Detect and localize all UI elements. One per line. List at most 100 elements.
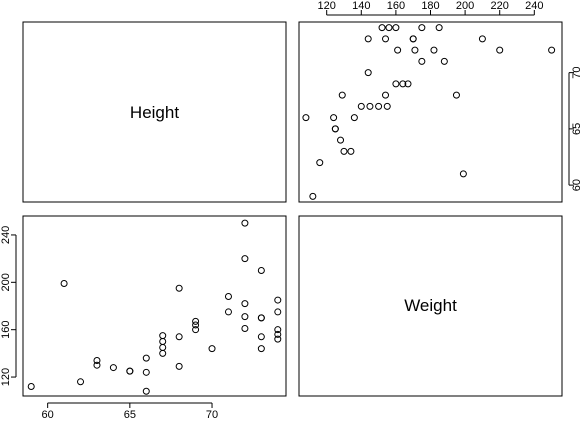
data-point xyxy=(274,335,282,343)
data-point xyxy=(274,308,282,316)
x-tick-label-bottom: 65 xyxy=(124,409,136,421)
data-point xyxy=(192,326,200,334)
data-point xyxy=(411,46,419,54)
data-point xyxy=(418,57,426,65)
y-tick-label-right: 70 xyxy=(571,67,583,79)
y-tick-label-left: 200 xyxy=(0,273,12,291)
y-tick-label-left: 120 xyxy=(0,368,12,386)
data-point xyxy=(77,378,85,386)
data-point xyxy=(418,24,426,32)
x-tick-label-bottom: 60 xyxy=(42,409,54,421)
data-point xyxy=(394,46,402,54)
data-point xyxy=(175,362,183,370)
data-point xyxy=(366,102,374,110)
data-point xyxy=(142,387,150,395)
data-point xyxy=(142,368,150,376)
data-point xyxy=(241,300,249,308)
data-point xyxy=(382,35,390,43)
data-point xyxy=(435,24,443,32)
data-point xyxy=(364,35,372,43)
data-point xyxy=(340,147,348,155)
panel-bottom-left xyxy=(22,215,287,397)
data-point xyxy=(375,102,383,110)
data-point xyxy=(257,345,265,353)
data-point xyxy=(383,102,391,110)
data-point xyxy=(224,293,232,301)
data-point xyxy=(347,147,355,155)
data-point xyxy=(109,364,117,372)
data-point xyxy=(93,361,101,369)
data-point xyxy=(274,326,282,334)
data-point xyxy=(392,80,400,88)
data-point xyxy=(496,46,504,54)
data-point xyxy=(159,332,167,340)
panel-top-right xyxy=(298,21,563,203)
data-point xyxy=(241,219,249,227)
points-height-vs-weight xyxy=(27,219,282,395)
data-point xyxy=(159,343,167,351)
data-point xyxy=(330,114,338,122)
data-point xyxy=(159,338,167,346)
data-point xyxy=(302,114,310,122)
data-point xyxy=(274,330,282,338)
data-point xyxy=(241,255,249,263)
data-point xyxy=(27,383,35,391)
data-point xyxy=(404,80,412,88)
data-point xyxy=(409,35,417,43)
data-point xyxy=(241,313,249,321)
x-tick-label-top: 140 xyxy=(352,0,370,12)
x-tick-label-bottom: 70 xyxy=(206,409,218,421)
data-point xyxy=(224,308,232,316)
data-point xyxy=(208,345,216,353)
data-point xyxy=(93,356,101,364)
x-tick-label-top: 180 xyxy=(421,0,439,12)
data-point xyxy=(350,114,358,122)
panel-top-left xyxy=(22,21,287,203)
data-point xyxy=(316,159,324,167)
y-tick-label-right: 60 xyxy=(571,179,583,191)
diagonal-label-weight: Weight xyxy=(404,296,457,315)
data-point xyxy=(378,24,386,32)
x-tick-label-top: 160 xyxy=(387,0,405,12)
data-point xyxy=(257,266,265,274)
data-point xyxy=(364,69,372,77)
y-tick-label-left: 240 xyxy=(0,226,12,244)
data-point xyxy=(357,102,365,110)
x-tick-label-top: 240 xyxy=(525,0,543,12)
data-point xyxy=(452,91,460,99)
data-point xyxy=(192,321,200,329)
points-weight-vs-height xyxy=(302,24,556,200)
data-point xyxy=(430,46,438,54)
y-tick-label-right: 65 xyxy=(571,123,583,135)
data-point xyxy=(274,296,282,304)
y-tick-label-left: 160 xyxy=(0,321,12,339)
data-point xyxy=(192,317,200,325)
data-point xyxy=(241,325,249,332)
panel-bottom-right xyxy=(298,215,563,397)
x-tick-label-top: 120 xyxy=(318,0,336,12)
data-point xyxy=(399,80,407,88)
data-point xyxy=(142,354,150,362)
data-point xyxy=(309,192,317,200)
data-point xyxy=(257,333,265,341)
data-point xyxy=(126,367,134,375)
data-point xyxy=(331,125,339,133)
data-point xyxy=(548,46,556,54)
data-point xyxy=(60,280,68,287)
x-tick-label-top: 200 xyxy=(456,0,474,12)
data-point xyxy=(337,136,345,144)
data-point xyxy=(338,91,346,99)
data-point xyxy=(159,349,167,357)
data-point xyxy=(175,333,183,341)
data-point xyxy=(478,35,486,43)
data-point xyxy=(392,24,400,32)
data-point xyxy=(382,91,390,99)
data-point xyxy=(385,24,393,32)
data-point xyxy=(440,57,448,65)
diagonal-label-height: Height xyxy=(130,103,179,122)
data-point xyxy=(459,170,467,178)
x-tick-label-top: 220 xyxy=(491,0,509,12)
data-point xyxy=(175,284,183,292)
